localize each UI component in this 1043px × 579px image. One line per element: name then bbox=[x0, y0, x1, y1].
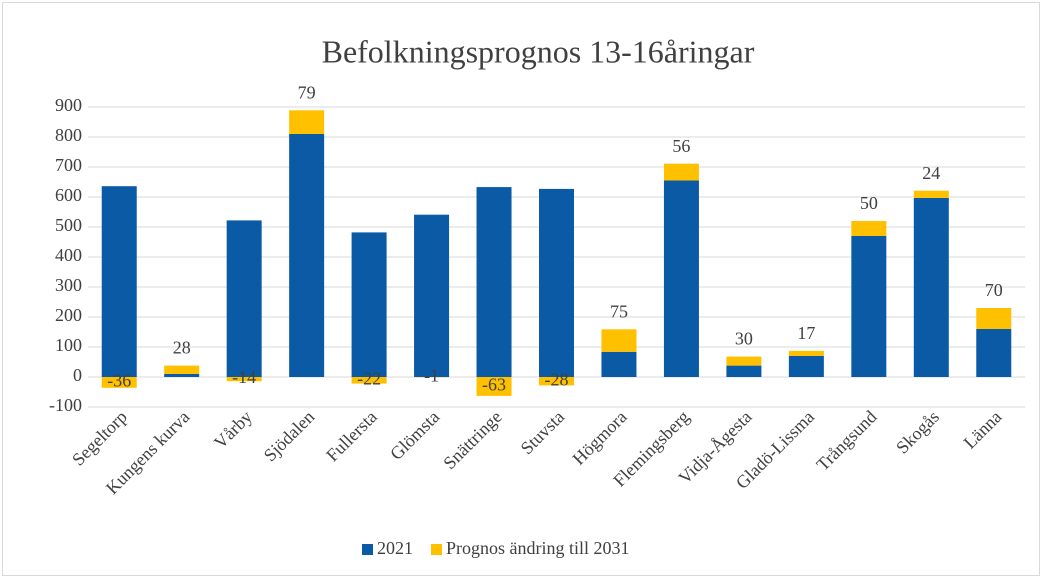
y-tick-label: 100 bbox=[55, 335, 82, 355]
bar-segment bbox=[226, 377, 262, 382]
data-label: 28 bbox=[173, 338, 191, 358]
legend-swatch bbox=[431, 544, 442, 555]
bar-segment bbox=[351, 377, 387, 384]
y-tick-label: 900 bbox=[55, 95, 82, 115]
y-tick-label: 700 bbox=[55, 155, 82, 175]
data-label: 17 bbox=[797, 323, 815, 343]
y-tick-label: 600 bbox=[55, 185, 82, 205]
bar-segment bbox=[788, 350, 824, 356]
data-label: -36 bbox=[107, 371, 131, 391]
bar-segment bbox=[289, 110, 325, 134]
y-tick-label: 800 bbox=[55, 125, 82, 145]
bar-segment bbox=[913, 197, 949, 377]
bar-segment bbox=[539, 377, 574, 386]
bar-segment bbox=[289, 134, 325, 377]
bar-segment bbox=[476, 377, 512, 396]
data-label: -22 bbox=[357, 368, 381, 388]
bar-segment bbox=[351, 232, 387, 377]
y-tick-label: 400 bbox=[55, 245, 82, 265]
data-label: -28 bbox=[545, 369, 569, 389]
bar-segment bbox=[164, 374, 200, 377]
bar-segment bbox=[976, 329, 1012, 377]
bar-segment bbox=[851, 236, 887, 377]
chart-title: Befolkningsprognos 13-16åringar bbox=[322, 33, 755, 69]
y-tick-label: 200 bbox=[55, 305, 82, 325]
y-tick-label: -100 bbox=[49, 395, 82, 415]
data-label: 56 bbox=[672, 136, 690, 156]
bar-segment bbox=[726, 365, 762, 377]
bar-segment bbox=[476, 187, 512, 377]
data-label: -63 bbox=[482, 375, 506, 395]
legend-label: 2021 bbox=[377, 538, 413, 558]
bar-segment bbox=[226, 220, 262, 377]
bar-segment bbox=[539, 188, 574, 377]
bar-segment bbox=[414, 214, 450, 377]
bar-segment bbox=[788, 356, 824, 377]
bar-segment bbox=[663, 163, 699, 181]
bar-segment bbox=[663, 180, 699, 377]
bar-segment bbox=[851, 221, 887, 236]
data-label: 70 bbox=[985, 280, 1003, 300]
bar-segment bbox=[601, 351, 637, 377]
bar-segment bbox=[164, 365, 200, 374]
data-label: 50 bbox=[860, 193, 878, 213]
bar-segment bbox=[101, 186, 137, 377]
data-label: -14 bbox=[232, 367, 256, 387]
bar-segment bbox=[601, 329, 637, 352]
data-label: 79 bbox=[298, 82, 316, 102]
y-tick-label: 0 bbox=[73, 365, 82, 385]
legend-label: Prognos ändring till 2031 bbox=[446, 538, 630, 558]
y-tick-label: 500 bbox=[55, 215, 82, 235]
bar-segment bbox=[726, 356, 762, 366]
data-label: 24 bbox=[922, 163, 940, 183]
y-tick-label: 300 bbox=[55, 275, 82, 295]
data-label: 30 bbox=[735, 329, 753, 349]
data-label: -1 bbox=[424, 365, 439, 385]
legend-swatch bbox=[362, 544, 373, 555]
bar-segment bbox=[913, 190, 949, 198]
data-label: 75 bbox=[610, 301, 628, 321]
bar-segment bbox=[101, 377, 137, 388]
bar-segment bbox=[976, 308, 1012, 329]
